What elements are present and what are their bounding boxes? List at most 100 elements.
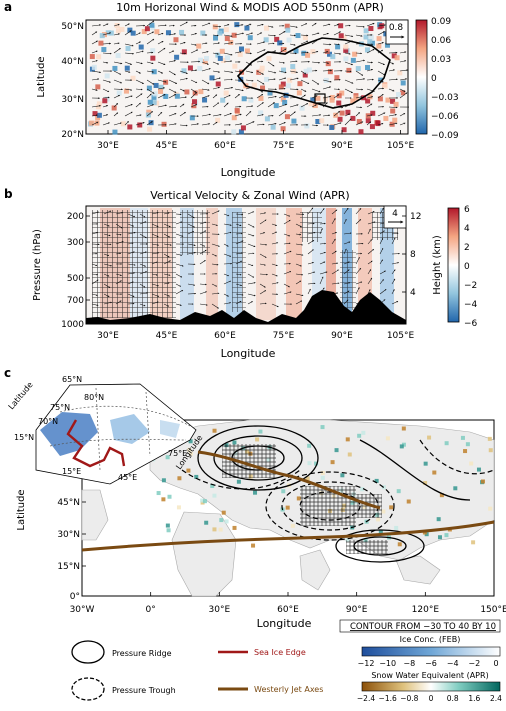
wind-vector (344, 34, 354, 38)
wind-vector (259, 283, 266, 288)
wind-vector (135, 70, 141, 74)
aod-cell (198, 89, 204, 95)
wind-vector (377, 123, 384, 126)
ytick-label: 50°N (61, 22, 84, 32)
snow-cell (385, 436, 390, 441)
wind-vector (199, 230, 207, 235)
panel-b-ylabel: Pressure (hPa) (32, 229, 43, 301)
snow-cell (165, 455, 170, 460)
wind-vector (187, 251, 196, 255)
y2tick-label: 4 (410, 288, 416, 298)
wind-vector (102, 52, 112, 55)
ice-colorbar (361, 646, 501, 657)
wind-vector (344, 24, 351, 27)
aod-cell (266, 56, 272, 62)
snow-cell (290, 523, 295, 528)
wind-vector (355, 112, 360, 117)
wind-vector (127, 272, 135, 275)
snow-cell (314, 461, 319, 466)
wind-vector (311, 50, 319, 54)
panel-c-yticks: 45°N 30°N 15°N 0° (57, 498, 86, 602)
xtick-label: 90°E (346, 605, 368, 615)
panel-a-xticks: 30°E 45°E 60°E 75°E 90°E 105°E (97, 130, 414, 151)
aod-cell (138, 44, 144, 50)
wind-vector (187, 243, 196, 246)
wind-vector (157, 111, 163, 117)
colorbar-tick-label: 4 (464, 224, 470, 234)
wind-vector (331, 231, 337, 235)
wind-vector (278, 48, 287, 54)
aod-cell (238, 129, 244, 135)
wind-vector (271, 231, 278, 235)
wind-vector (199, 303, 208, 306)
wind-vector (322, 79, 332, 83)
aod-cell (333, 112, 339, 118)
wind-vector (91, 70, 102, 74)
panel-a-colorbar (415, 19, 428, 135)
snow-cell (255, 437, 260, 442)
aod-cell (215, 52, 221, 58)
xtick-label: 90°E (331, 331, 353, 341)
wind-vector (201, 95, 210, 99)
ytick-label: 500 (67, 274, 84, 284)
wind-vector (307, 249, 314, 255)
colorbar-tick-label: 0 (464, 262, 470, 272)
panel-a-xlabel: Longitude (221, 166, 276, 179)
wind-vector (175, 253, 183, 256)
aod-cell (390, 98, 396, 104)
snow-cell (427, 435, 432, 440)
wind-vector (168, 88, 177, 93)
snow-cell (305, 476, 310, 481)
wind-vector (223, 280, 232, 285)
wind-vector (151, 261, 158, 265)
wind-vector (163, 233, 170, 238)
wind-vector (366, 103, 373, 108)
wind-vector (187, 223, 195, 228)
aod-cell (376, 43, 382, 49)
wind-vector (366, 22, 375, 27)
snow-cell (221, 510, 226, 515)
snow-cell (307, 461, 312, 466)
wind-vector (124, 30, 132, 36)
wind-vector (113, 33, 120, 36)
aod-cell (231, 32, 237, 38)
wind-vector (103, 253, 110, 257)
colorbar-tick-label: 2 (464, 243, 470, 253)
wind-vector (344, 52, 351, 55)
snow-cell (453, 486, 458, 491)
wind-vector (91, 114, 98, 117)
legend-ridge-symbol (71, 640, 105, 664)
wind-vector (278, 94, 286, 99)
wind-vector (223, 34, 233, 37)
aod-cell (325, 61, 331, 67)
aod-cell (119, 26, 125, 32)
wind-vector (103, 273, 110, 277)
wind-vector (223, 52, 233, 56)
inset-lat-label: Latitude (7, 380, 35, 411)
wind-vector (102, 114, 109, 117)
ytick-label: 0° (70, 592, 80, 602)
wind-vector (379, 237, 384, 245)
wind-vector (295, 253, 304, 256)
snow-cell (176, 505, 181, 510)
aod-cell (192, 90, 198, 96)
inset-tick-label: 75°N (50, 403, 70, 412)
wind-vector (247, 282, 256, 285)
aod-cell (247, 35, 253, 41)
wind-vector (146, 31, 155, 36)
wind-vector (234, 94, 240, 99)
wind-vector (377, 61, 385, 65)
wind-vector (115, 280, 122, 285)
snow-cell (401, 442, 406, 447)
wind-vector (157, 47, 166, 54)
ice-tick-label: −2 (468, 659, 480, 668)
aod-cell (244, 25, 250, 31)
snow-cell (224, 519, 229, 524)
aod-cell (237, 51, 243, 57)
snow-bar-title: Snow Water Equivalent (APR) (371, 671, 488, 680)
aod-cell (330, 54, 336, 60)
inset-tick-label: 80°N (84, 393, 104, 402)
wind-vector (245, 79, 254, 82)
wind-vector (399, 69, 409, 72)
colorbar-tick-label: −0.09 (431, 131, 459, 141)
